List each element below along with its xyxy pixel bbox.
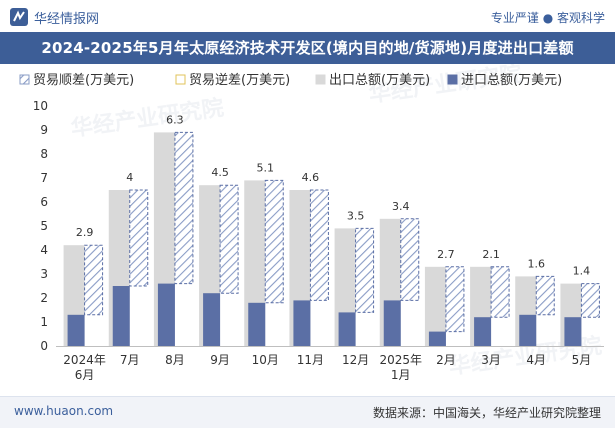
surplus-data-label: 1.6 xyxy=(528,257,546,270)
surplus-data-label: 2.7 xyxy=(437,248,455,261)
surplus-bar xyxy=(580,283,600,318)
y-tick-label: 8 xyxy=(40,147,48,161)
top-bar: 华经情报网 专业严谨 ● 客观科学 xyxy=(0,0,615,32)
export-bar xyxy=(424,266,446,346)
surplus-data-label: 4.5 xyxy=(211,166,229,179)
surplus-data-label: 4 xyxy=(126,171,133,184)
legend-import-total-swatch xyxy=(447,74,458,85)
tagline: 专业严谨 ● 客观科学 xyxy=(490,11,605,25)
surplus-bar xyxy=(400,218,420,301)
import-bar xyxy=(519,314,537,346)
import-bar xyxy=(564,317,582,346)
legend-trade-deficit-label: 贸易逆差(万美元) xyxy=(189,72,290,88)
surplus-data-label: 2.1 xyxy=(482,248,500,261)
import-bar xyxy=(474,317,492,346)
surplus-data-label: 3.4 xyxy=(392,200,410,213)
y-tick-label: 0 xyxy=(40,339,48,353)
legend-import-total-label: 进口总额(万美元) xyxy=(461,73,562,88)
x-tick-label: 9月 xyxy=(210,353,230,367)
surplus-bar xyxy=(264,179,284,304)
import-bar xyxy=(157,283,175,346)
surplus-data-label: 5.1 xyxy=(257,161,275,174)
y-tick-label: 4 xyxy=(40,243,48,257)
x-tick-label: 8月 xyxy=(165,353,185,367)
surplus-bar xyxy=(84,244,104,316)
import-bar xyxy=(248,302,266,346)
legend-export-total-swatch xyxy=(315,74,326,85)
surplus-bar xyxy=(535,275,555,316)
surplus-data-label: 4.6 xyxy=(302,171,320,184)
x-tick-label: 2月 xyxy=(436,353,456,367)
legend-trade-surplus-label: 贸易顺差(万美元) xyxy=(33,73,134,88)
surplus-bar xyxy=(219,184,239,294)
import-bar xyxy=(203,293,221,346)
site-name[interactable]: 华经情报网 xyxy=(34,12,100,27)
y-tick-label: 2 xyxy=(40,291,48,305)
y-tick-label: 6 xyxy=(40,195,48,209)
surplus-bar xyxy=(309,189,329,301)
import-bar xyxy=(293,300,311,346)
data-source: 数据来源：中国海关，华经产业研究院整理 xyxy=(372,406,601,420)
y-tick-label: 3 xyxy=(40,267,48,281)
y-tick-label: 9 xyxy=(40,123,48,137)
x-tick-label: 6月 xyxy=(75,368,95,382)
x-tick-label: 11月 xyxy=(297,353,324,367)
surplus-data-label: 2.9 xyxy=(76,226,94,239)
y-tick-label: 5 xyxy=(40,219,48,233)
x-tick-label: 4月 xyxy=(526,353,546,367)
chart-title: 2024-2025年5月年太原经济技术开发区(境内目的地/货源地)月度进出口差额 xyxy=(0,32,615,64)
y-tick-label: 10 xyxy=(33,99,48,113)
surplus-bar xyxy=(445,266,465,333)
x-tick-label: 3月 xyxy=(481,353,501,367)
y-tick-label: 1 xyxy=(40,315,48,329)
footer-url[interactable]: www.huaon.com xyxy=(14,404,114,418)
x-tick-label: 7月 xyxy=(120,353,140,367)
x-tick-label: 12月 xyxy=(342,353,369,367)
import-bar xyxy=(67,314,85,346)
import-bar xyxy=(338,312,356,346)
x-tick-label: 1月 xyxy=(391,368,411,382)
legend-trade-deficit-swatch xyxy=(175,74,186,85)
import-bar xyxy=(112,286,130,346)
watermark-text: 华经产业研究院 xyxy=(69,95,225,142)
huajing-logo-icon xyxy=(10,8,28,26)
import-bar xyxy=(383,300,401,346)
import-bar xyxy=(428,331,446,346)
x-tick-label: 5月 xyxy=(572,353,592,367)
x-tick-label: 2025年 xyxy=(379,353,422,367)
y-tick-label: 7 xyxy=(40,171,48,185)
x-tick-label: 10月 xyxy=(252,353,279,367)
surplus-data-label: 6.3 xyxy=(166,113,184,126)
surplus-data-label: 3.5 xyxy=(347,209,365,222)
footer: www.huaon.com 数据来源：中国海关，华经产业研究院整理 xyxy=(0,396,615,428)
legend-export-total-label: 出口总额(万美元) xyxy=(329,73,430,88)
surplus-data-label: 1.4 xyxy=(573,265,591,278)
legend-trade-surplus-swatch xyxy=(19,74,30,85)
surplus-bar xyxy=(355,227,375,313)
surplus-bar xyxy=(129,189,149,287)
x-tick-label: 2024年 xyxy=(63,353,106,367)
surplus-bar xyxy=(490,266,510,318)
surplus-bar xyxy=(174,131,194,285)
